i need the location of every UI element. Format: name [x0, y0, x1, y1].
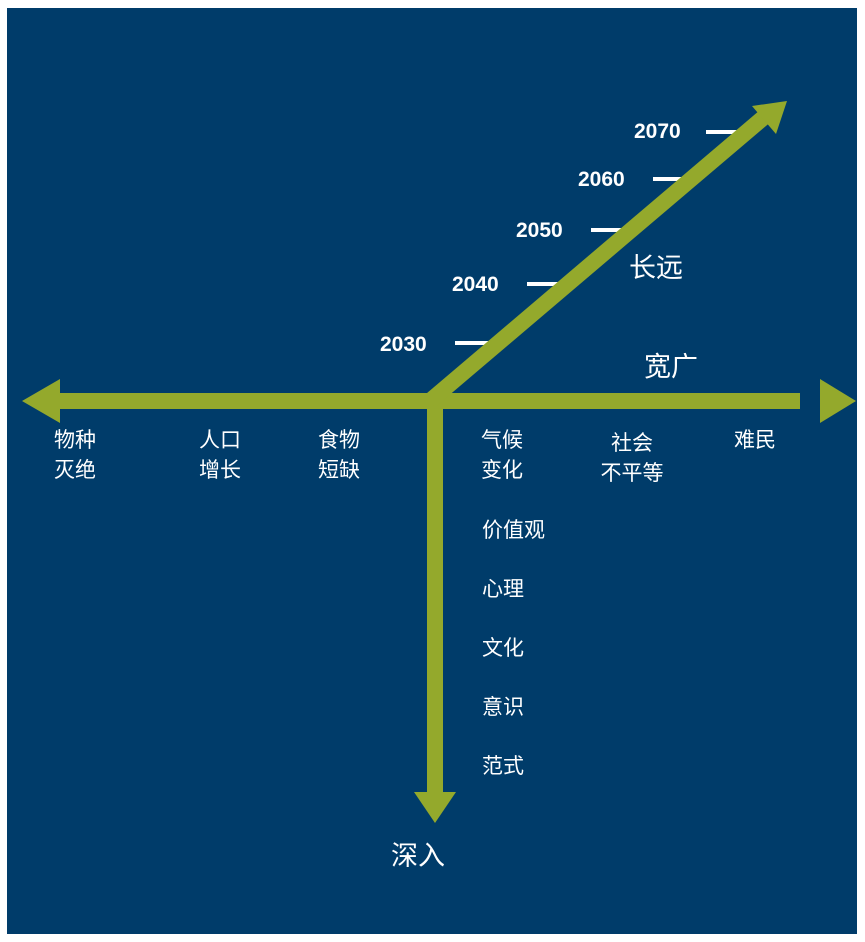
depth-item-label: 文化: [482, 636, 524, 660]
breadth-item-label: 不平等: [600, 461, 664, 485]
breadth-axis-label: 宽广: [644, 352, 698, 383]
breadth-item-label: 物种: [54, 428, 96, 452]
depth-item-label: 意识: [482, 695, 524, 719]
breadth-axis-right-arrowhead: [820, 379, 856, 423]
breadth-item-label: 食物: [318, 428, 360, 452]
breadth-item-label: 难民: [734, 428, 776, 452]
depth-axis-shaft: [427, 398, 443, 798]
breadth-item-label: 增长: [199, 458, 241, 482]
depth-item-label: 心理: [482, 577, 524, 601]
breadth-axis-left-arrowhead: [22, 379, 60, 423]
longterm-axis-arrowhead: [752, 101, 787, 134]
breadth-item-label: 变化: [481, 458, 523, 482]
breadth-item-label: 社会: [611, 431, 653, 455]
year-label: 2060: [578, 168, 625, 191]
breadth-axis-shaft: [50, 393, 800, 409]
breadth-item-label: 短缺: [318, 458, 360, 482]
depth-axis-arrowhead: [414, 792, 456, 823]
year-label: 2050: [516, 219, 563, 242]
breadth-item-label: 人口: [199, 428, 241, 452]
depth-item-label: 范式: [482, 754, 524, 778]
breadth-item-label: 气候: [481, 428, 523, 452]
year-label: 2070: [634, 120, 681, 143]
year-label: 2040: [452, 273, 499, 296]
depth-item-label: 价值观: [482, 518, 545, 542]
longterm-axis-shaft: [424, 111, 769, 408]
year-label: 2030: [380, 333, 427, 356]
longterm-axis-label: 长远: [629, 253, 683, 284]
breadth-item-label: 灭绝: [54, 458, 96, 482]
depth-axis-label: 深入: [391, 841, 445, 872]
